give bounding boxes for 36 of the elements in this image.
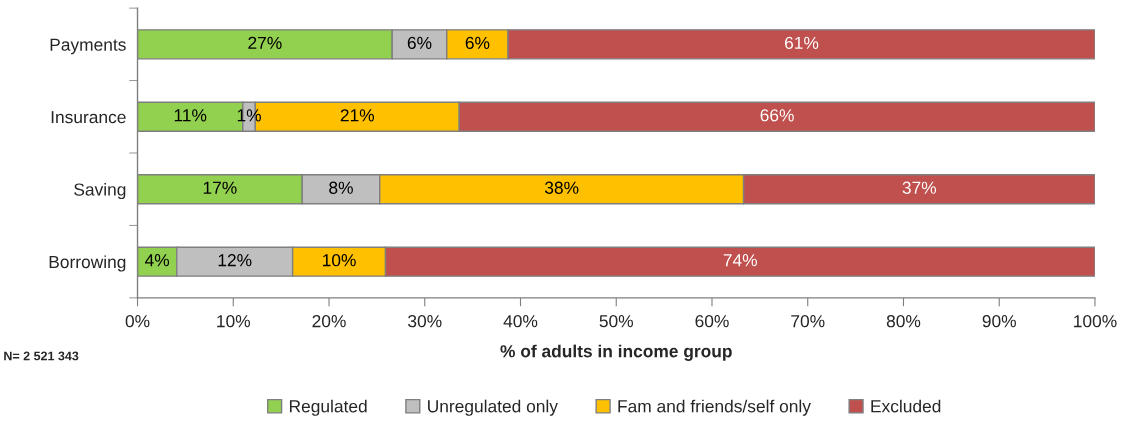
- data-label: 21%: [340, 109, 375, 122]
- data-label: 38%: [544, 181, 579, 194]
- x-tick-label: 100%: [1074, 315, 1117, 328]
- x-tick-label: 70%: [791, 315, 825, 328]
- x-tick-label: 10%: [217, 315, 251, 328]
- data-label: 27%: [248, 36, 282, 49]
- legend-label: Unregulated only: [428, 399, 558, 416]
- x-tick-label: 30%: [408, 315, 442, 328]
- data-label: 74%: [723, 254, 757, 267]
- data-label: 6%: [407, 36, 432, 50]
- x-tick-label: 0%: [125, 315, 150, 328]
- data-label: 17%: [203, 181, 237, 194]
- y-tick-label: Payments: [50, 38, 126, 55]
- y-tick-label: Saving: [74, 182, 126, 200]
- x-tick-label: 50%: [599, 315, 633, 328]
- x-axis-title: % of adults in income group: [500, 344, 732, 361]
- data-label: 61%: [785, 36, 819, 50]
- data-label: 66%: [760, 109, 794, 122]
- y-tick-label: Insurance: [51, 111, 126, 124]
- y-tick-label: Borrowing: [49, 255, 126, 272]
- data-label: 10%: [323, 254, 356, 267]
- data-label: 37%: [902, 181, 937, 194]
- x-tick-label: 60%: [695, 315, 729, 328]
- data-label: 4%: [145, 254, 170, 267]
- legend-label: Excluded: [871, 399, 941, 413]
- text: N= 2 521 343: [4, 351, 79, 361]
- x-tick-label: 40%: [503, 315, 538, 328]
- x-tick-label: 20%: [312, 315, 346, 328]
- data-label: 11%: [174, 109, 207, 122]
- x-tick-label: 80%: [886, 315, 921, 328]
- data-label: 12%: [218, 254, 252, 267]
- data-label: 8%: [329, 181, 353, 194]
- data-label: 6%: [465, 36, 490, 50]
- x-tick-label: 90%: [982, 315, 1016, 328]
- legend-label: Fam and friends/self only: [618, 399, 811, 416]
- legend-label: Regulated: [289, 399, 367, 416]
